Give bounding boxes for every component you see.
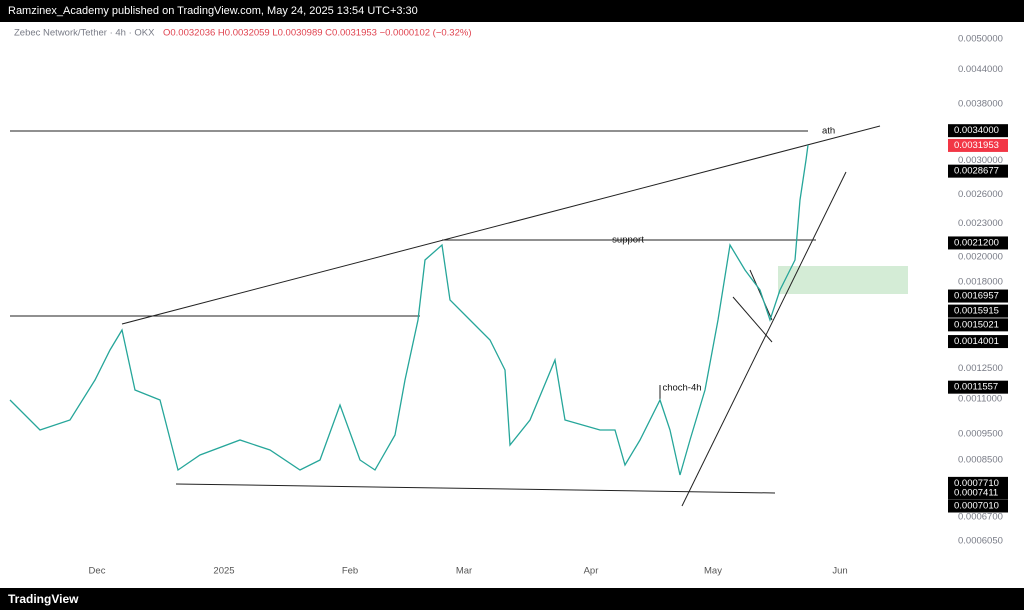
price-label: 0.0012500 — [958, 363, 1003, 374]
time-label: Dec — [89, 566, 106, 577]
price-label: 0.0050000 — [958, 34, 1003, 45]
rising-trendline — [681, 171, 847, 507]
price-label: 0.0009500 — [958, 428, 1003, 439]
price-label-box — [948, 486, 1008, 500]
chart: Zebec Network/Tether · 4h · OKX O0.00320… — [0, 22, 1024, 588]
time-axis: Dec 2025 Feb Mar Apr May Jun — [89, 566, 848, 577]
demand-zone — [778, 266, 908, 294]
price-label: 0.0014001 — [954, 336, 999, 347]
price-label-box — [948, 236, 1008, 250]
price-label: 0.0031953 — [954, 140, 999, 151]
price-path — [9, 144, 809, 476]
annotation-support: support — [612, 235, 644, 246]
price-label: 0.0016957 — [954, 291, 999, 302]
price-label-box — [948, 380, 1008, 394]
time-label: Apr — [584, 566, 599, 577]
time-label: 2025 — [213, 566, 234, 577]
time-label: Jun — [832, 566, 847, 577]
price-label: 0.0011000 — [958, 393, 1002, 404]
price-label-box — [948, 304, 1008, 318]
price-label: 0.0030000 — [958, 155, 1003, 166]
price-label: 0.0038000 — [958, 99, 1003, 110]
time-label: Feb — [342, 566, 358, 577]
annotation-choch: choch-4h — [662, 383, 701, 394]
time-label: May — [704, 566, 722, 577]
price-label: 0.0018000 — [958, 276, 1003, 287]
price-label: 0.0008500 — [958, 455, 1003, 466]
price-label-box — [948, 335, 1008, 349]
drawings — [10, 125, 908, 507]
brand: TradingView — [8, 592, 79, 606]
publish-header: Ramzinex_Academy published on TradingVie… — [0, 0, 1024, 22]
chart-background — [0, 22, 1024, 588]
price-label: 0.0028677 — [954, 166, 999, 177]
price-axis: 0.0050000 0.0044000 0.0038000 0.0034000 0.00… — [948, 34, 1008, 547]
price-label: 0.0023000 — [958, 218, 1003, 229]
footer-brand: TradingView — [0, 588, 1024, 610]
price-label: 0.0034000 — [954, 125, 999, 136]
price-label-box — [948, 289, 1008, 303]
price-label: 0.0026000 — [958, 189, 1003, 200]
price-label: 0.0006050 — [958, 536, 1003, 547]
price-label: 0.0007411 — [954, 487, 998, 498]
upper-trendline — [121, 125, 881, 325]
price-label: 0.0011557 — [954, 382, 998, 393]
bottom-line — [175, 483, 776, 494]
ohlc: O0.0032036 H0.0032059 L0.0030989 C0.0031… — [163, 28, 472, 39]
price-label: 0.0015915 — [954, 306, 999, 317]
price-label-box — [948, 499, 1008, 513]
time-label: Mar — [456, 566, 472, 577]
price-label-box — [948, 124, 1008, 138]
price-label: 0.0020000 — [958, 251, 1003, 262]
wedge-line — [732, 296, 773, 343]
price-label-box — [948, 318, 1008, 332]
price-label: 0.0021200 — [954, 237, 999, 248]
price-label: 0.0007710 — [954, 478, 999, 489]
price-label: 0.0006700 — [958, 511, 1003, 522]
price-label: 0.0015021 — [954, 319, 999, 330]
price-label: 0.0007010 — [954, 501, 999, 512]
price-label: 0.0044000 — [958, 64, 1003, 75]
annotation-ath: ath — [822, 126, 835, 137]
symbol-name: Zebec Network/Tether · 4h · OKX — [14, 28, 155, 39]
price-label-box — [948, 138, 1008, 152]
price-label-box — [948, 164, 1008, 178]
